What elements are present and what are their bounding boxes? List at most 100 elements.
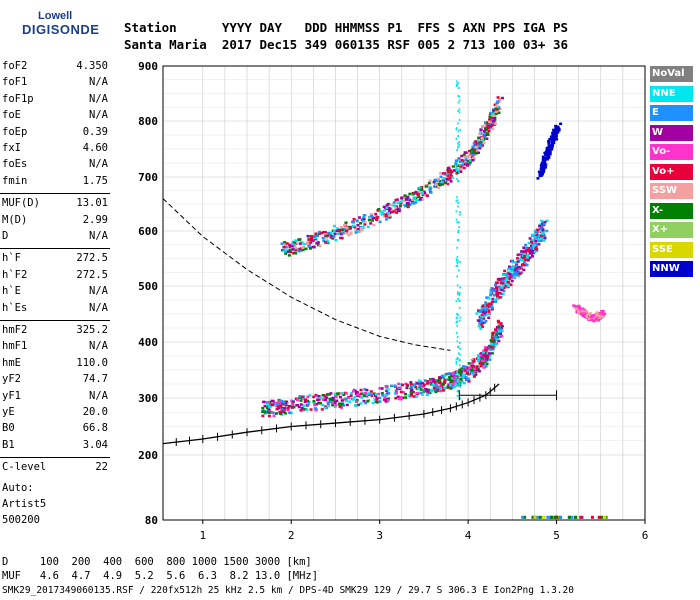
data-point: [440, 180, 444, 184]
legend-item-x: X+: [650, 222, 693, 238]
data-point: [427, 181, 431, 185]
data-point: [293, 243, 297, 247]
data-point: [487, 129, 491, 133]
data-point: [480, 315, 484, 319]
data-point: [576, 306, 580, 310]
data-point: [569, 515, 573, 519]
data-point: [491, 127, 495, 131]
data-point: [476, 143, 480, 147]
legend-item-sse: SSE: [650, 241, 693, 258]
data-point: [548, 152, 552, 156]
data-point: [498, 296, 502, 299]
data-point: [276, 405, 280, 408]
data-point: [532, 250, 536, 253]
data-point: [466, 159, 470, 163]
data-point: [323, 406, 327, 410]
data-point: [500, 96, 504, 100]
data-point: [411, 384, 415, 388]
data-point: [500, 324, 504, 328]
data-point: [514, 264, 518, 268]
data-point: [458, 364, 461, 367]
data-point: [556, 125, 560, 129]
data-point: [322, 396, 326, 399]
data-point: [428, 188, 432, 192]
data-point: [291, 241, 295, 244]
param-value: N/A: [89, 340, 108, 353]
data-point: [601, 315, 605, 318]
data-point: [456, 171, 460, 174]
data-point: [457, 110, 459, 113]
data-point: [488, 114, 492, 117]
data-point: [283, 250, 287, 253]
data-point: [520, 259, 524, 262]
data-point: [331, 399, 335, 402]
data-point: [459, 261, 461, 264]
data-point: [477, 369, 481, 373]
data-point: [457, 134, 460, 137]
data-point: [542, 158, 546, 161]
data-point: [494, 107, 498, 111]
data-point: [414, 201, 418, 204]
data-point: [450, 379, 454, 382]
data-point: [550, 148, 554, 151]
data-point: [457, 101, 460, 104]
data-point: [491, 346, 495, 349]
data-point: [527, 249, 531, 253]
data-point: [411, 391, 415, 394]
param-key: C-level: [2, 461, 47, 474]
data-point: [475, 367, 479, 370]
data-point: [441, 182, 445, 185]
data-point: [484, 126, 488, 130]
data-point: [282, 410, 286, 413]
param-value: N/A: [89, 109, 108, 122]
data-point: [390, 384, 394, 388]
data-point: [528, 256, 532, 259]
data-point: [340, 391, 344, 395]
data-point: [362, 394, 366, 397]
data-point: [476, 359, 480, 363]
data-point: [416, 192, 420, 196]
data-point: [489, 111, 493, 115]
data-point: [355, 219, 359, 223]
data-point: [395, 391, 399, 395]
data-point: [458, 158, 460, 161]
data-point: [435, 386, 439, 389]
data-point: [332, 235, 336, 238]
data-point: [288, 243, 292, 247]
data-point: [550, 138, 554, 141]
data-point: [497, 339, 501, 343]
data-point: [420, 188, 424, 192]
data-point: [421, 385, 425, 388]
data-point: [468, 366, 472, 369]
data-point: [265, 410, 269, 414]
data-point: [326, 240, 330, 243]
data-point: [366, 225, 370, 229]
data-point: [536, 177, 540, 180]
data-point: [369, 222, 373, 225]
data-point: [387, 214, 391, 217]
data-point: [296, 248, 300, 251]
data-point: [483, 308, 487, 312]
data-point: [429, 378, 433, 381]
data-point: [591, 319, 595, 322]
data-point: [581, 314, 585, 318]
data-point: [516, 260, 520, 263]
data-point: [443, 378, 447, 382]
param-row: D N/A: [2, 230, 108, 246]
data-point: [520, 263, 524, 267]
data-point: [398, 200, 402, 203]
data-point: [496, 319, 500, 323]
data-point: [443, 172, 447, 175]
data-point: [559, 122, 563, 126]
param-row: h`F 272.5: [2, 252, 108, 268]
data-point: [362, 214, 366, 217]
data-point: [455, 138, 458, 141]
data-point: [283, 406, 287, 410]
data-point: [445, 177, 449, 181]
param-value: N/A: [89, 76, 108, 89]
data-point: [510, 276, 514, 279]
param-row: foE N/A: [2, 109, 108, 125]
data-point: [270, 403, 274, 406]
data-point: [292, 251, 296, 255]
data-point: [494, 281, 498, 284]
